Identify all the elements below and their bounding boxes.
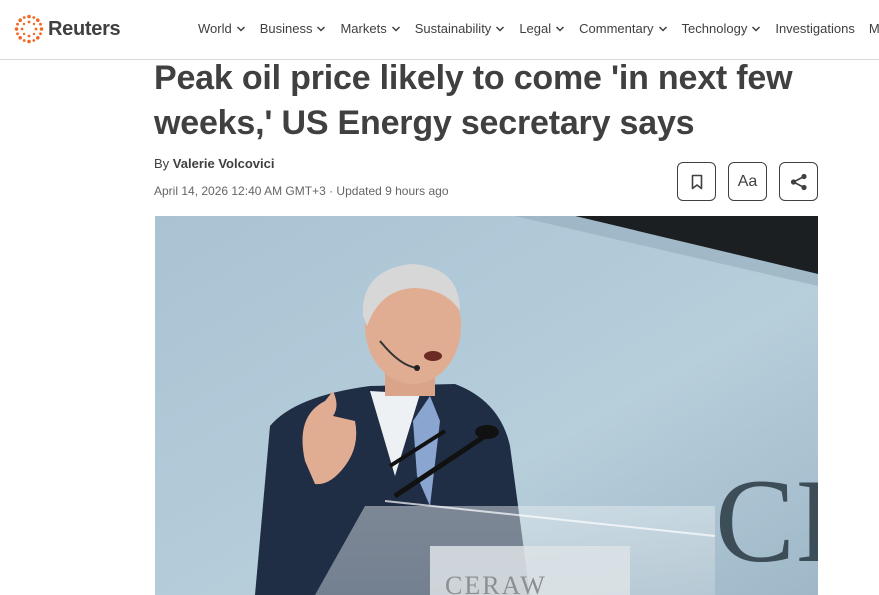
- byline: By Valerie Volcovici: [154, 156, 274, 171]
- nav-item-investigations[interactable]: Investigations: [775, 21, 855, 36]
- nav-item-label: Technology: [681, 21, 748, 36]
- bookmark-button[interactable]: [677, 162, 716, 201]
- nav-item-technology[interactable]: Technology: [682, 21, 762, 36]
- nav-item-label: Markets: [340, 21, 387, 36]
- nav-item-sustainability[interactable]: Sustainability: [415, 21, 506, 36]
- article-photo[interactable]: CI CERAW: [155, 216, 818, 595]
- chevron-down-icon: [236, 24, 246, 34]
- main-nav: World Business Markets Sustainability Le…: [198, 21, 879, 36]
- chevron-down-icon: [751, 24, 761, 34]
- nav-item-label: Legal: [519, 21, 552, 36]
- nav-item-world[interactable]: World: [198, 21, 246, 36]
- nav-item-label: World: [198, 21, 232, 36]
- podium-text: CERAW: [445, 571, 547, 595]
- article-headline: Peak oil price likely to come 'in next f…: [154, 59, 793, 142]
- photo-illustration: CI CERAW: [155, 216, 818, 595]
- text-size-button[interactable]: Aa: [728, 162, 767, 201]
- bookmark-icon: [691, 174, 702, 189]
- chevron-down-icon: [316, 24, 326, 34]
- chevron-down-icon: [658, 24, 668, 34]
- nav-item-label: Sustainability: [414, 21, 492, 36]
- author-link[interactable]: Valerie Volcovici: [172, 156, 275, 171]
- share-button[interactable]: [779, 162, 818, 201]
- nav-item-legal[interactable]: Legal: [519, 21, 565, 36]
- share-icon: [790, 173, 807, 190]
- brand-name: Reuters: [48, 17, 121, 40]
- chevron-down-icon: [391, 24, 401, 34]
- chevron-down-icon: [495, 24, 505, 34]
- byline-prefix: By: [154, 156, 170, 171]
- nav-item-label: Business: [259, 21, 313, 36]
- site-header: Reuters World Business Markets Sustainab…: [0, 0, 879, 60]
- reuters-logo[interactable]: Reuters: [14, 14, 121, 44]
- nav-item-label: Investigations: [775, 21, 855, 36]
- nav-item-label: Commentary: [579, 21, 654, 36]
- backdrop-text: CI: [715, 454, 818, 587]
- text-size-label: Aa: [737, 172, 758, 190]
- nav-item-label: Mo: [868, 21, 879, 36]
- nav-item-markets[interactable]: Markets: [340, 21, 400, 36]
- nav-item-more[interactable]: Mo: [869, 21, 879, 36]
- nav-item-commentary[interactable]: Commentary: [579, 21, 667, 36]
- chevron-down-icon: [555, 24, 565, 34]
- article-dateline: April 14, 2026 12:40 AM GMT+3 · Updated …: [154, 184, 449, 198]
- nav-item-business[interactable]: Business: [260, 21, 327, 36]
- reuters-logo-icon: [14, 14, 44, 44]
